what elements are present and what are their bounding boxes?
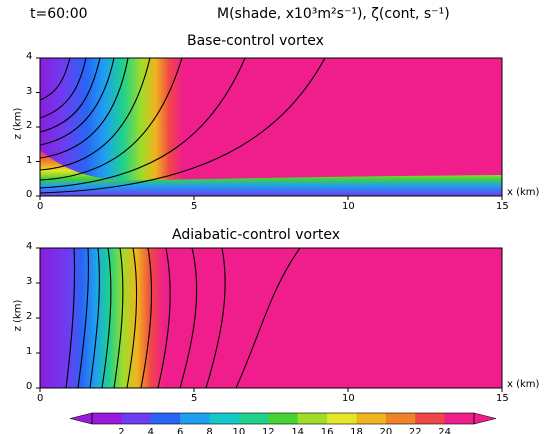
colorbar-label: 2: [118, 427, 124, 434]
colorbar-label: 10: [233, 427, 246, 434]
bottom-ytick: 4: [26, 241, 33, 252]
colorbar-swatch: [180, 413, 211, 424]
top-contour-line: [40, 58, 151, 171]
colorbar-label: 24: [438, 427, 451, 434]
bottom-xlabel: x (km): [507, 379, 540, 390]
top-contour-line: [40, 58, 326, 194]
colorbar-swatch: [150, 413, 181, 424]
top-contour-line: [40, 58, 71, 101]
colorbar-frame: [91, 412, 475, 425]
bottom-xtick: 0: [37, 393, 44, 404]
colorbar-swatch: [356, 413, 387, 424]
colorbar-label: 8: [206, 427, 212, 434]
bottom-ylabel: z (km): [12, 299, 24, 332]
bottom-ytick: 3: [26, 276, 33, 287]
top-contours: [40, 58, 326, 194]
top-xtick: 15: [496, 201, 509, 212]
colorbar-min-arrow: [69, 412, 93, 425]
top-ytick: 2: [26, 120, 33, 131]
bottom-xtick: 15: [496, 393, 509, 404]
colorbar: 2 4 6 8 10 12 14 16 18 20 22 24: [69, 412, 497, 434]
colorbar-swatch: [297, 413, 328, 424]
colorbar-label: 22: [409, 427, 422, 434]
top-contour-line: [40, 58, 115, 146]
bottom-ytick: 2: [26, 311, 33, 322]
top-xlabel: x (km): [507, 187, 540, 198]
top-contour-line: [40, 58, 246, 189]
bottom-contour-line: [101, 248, 112, 388]
colorbar-swatch: [327, 413, 357, 424]
top-ytick: 3: [26, 86, 33, 97]
top-panel: [39, 57, 503, 197]
top-xtick: 10: [342, 201, 355, 212]
bottom-contour-line: [157, 248, 171, 388]
colorbar-swatch: [209, 413, 240, 424]
colorbar-max-arrow: [473, 412, 497, 425]
top-field: [40, 58, 502, 196]
colorbar-swatch: [121, 413, 152, 424]
bottom-xtick: 10: [342, 393, 355, 404]
colorbar-label: 6: [177, 427, 183, 434]
top-ytick: 0: [26, 189, 33, 200]
colorbar-swatch: [92, 413, 122, 424]
top-contour-line: [40, 58, 183, 181]
top-xtick: 0: [37, 201, 44, 212]
top-ytick: 1: [26, 155, 33, 166]
top-contour-line: [40, 58, 101, 133]
top-xtick: 5: [191, 201, 198, 212]
top-contour-line: [40, 58, 87, 119]
colorbar-swatch: [268, 413, 299, 424]
bottom-contour-line: [89, 248, 100, 388]
colorbar-label: 16: [321, 427, 334, 434]
bottom-contour-line: [140, 248, 153, 388]
top-panel-title: Base-control vortex: [187, 33, 324, 49]
variables-label: M(shade, x10³m²s⁻¹), ζ(cont, s⁻¹): [217, 6, 450, 22]
bottom-contours: [65, 248, 301, 388]
time-label: t=60:00: [30, 6, 88, 22]
bottom-contour-line: [235, 248, 301, 388]
bottom-panel-title: Adiabatic-control vortex: [172, 227, 341, 243]
top-ylabel: z (km): [12, 107, 24, 140]
bottom-contour-line: [65, 248, 76, 388]
colorbar-swatch: [415, 413, 446, 424]
colorbar-label: 18: [350, 427, 363, 434]
colorbar-label: 12: [262, 427, 275, 434]
colorbar-swatch: [444, 413, 475, 424]
top-contour-line: [40, 58, 129, 159]
top-ytick: 4: [26, 51, 33, 62]
bottom-contour-line: [77, 248, 89, 388]
colorbar-swatch: [238, 413, 269, 424]
bottom-contour-line: [113, 248, 124, 388]
colorbar-swatch: [385, 413, 416, 424]
colorbar-label: 20: [379, 427, 392, 434]
bottom-contour-line: [126, 248, 138, 388]
bottom-panel: [39, 247, 503, 389]
top-surface-layer: [40, 150, 502, 196]
colorbar-label: 4: [148, 427, 154, 434]
bottom-field: [40, 248, 502, 388]
bottom-contour-line: [179, 248, 198, 388]
bottom-ytick: 0: [26, 381, 33, 392]
tick-marks: [36, 57, 503, 392]
bottom-contour-line: [205, 248, 226, 388]
bottom-ytick: 1: [26, 346, 33, 357]
colorbar-label: 14: [291, 427, 304, 434]
bottom-xtick: 5: [191, 393, 198, 404]
